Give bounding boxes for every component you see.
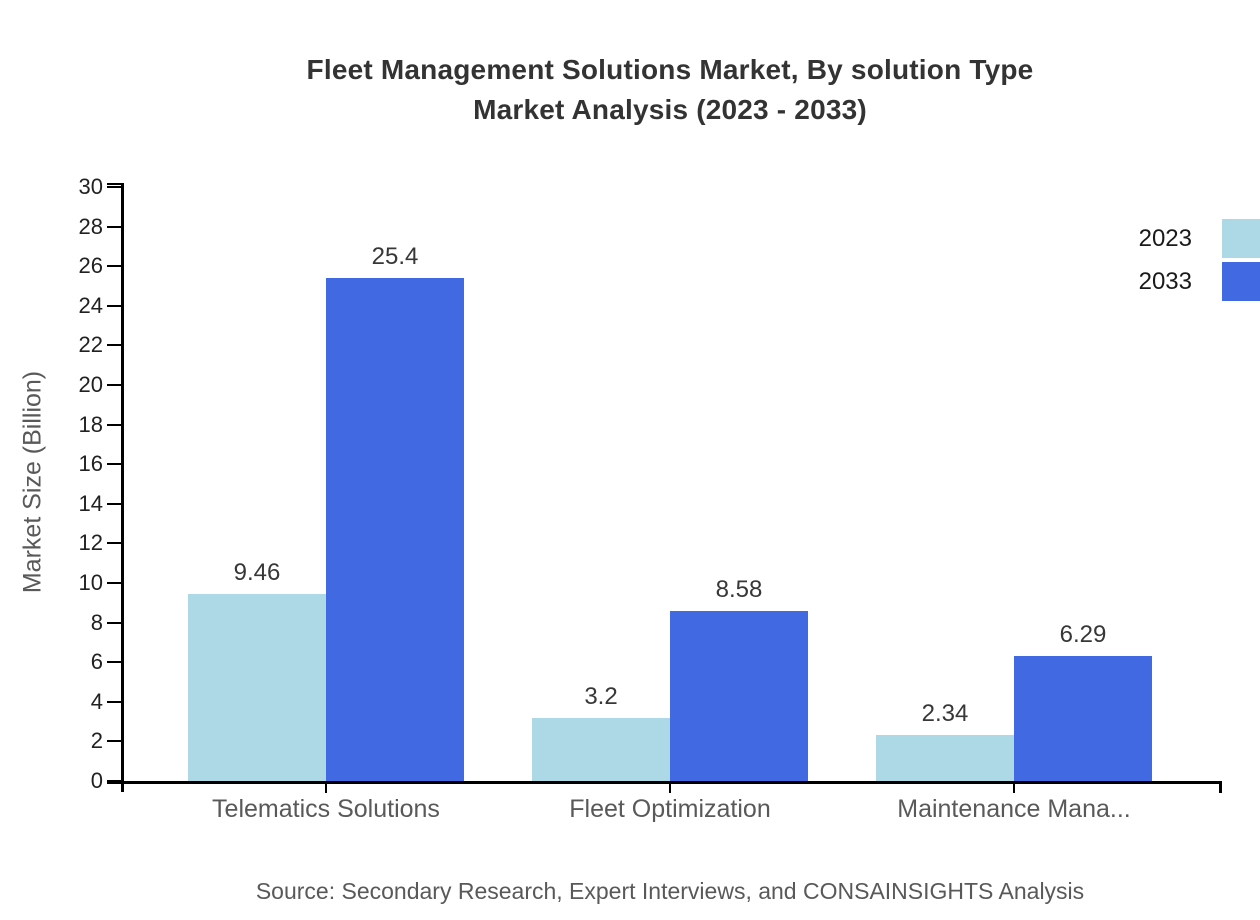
legend-swatch-2023-icon bbox=[1222, 219, 1260, 258]
chart-title-line1: Fleet Management Solutions Market, By so… bbox=[306, 54, 1034, 85]
y-tick-label-28: 28 bbox=[78, 214, 103, 239]
legend-item-2023: 2023 bbox=[1139, 219, 1260, 258]
y-tick-label-6: 6 bbox=[90, 649, 103, 674]
bar-2023-0 bbox=[188, 594, 326, 781]
category-tick-0 bbox=[325, 781, 327, 793]
y-tick-label-16: 16 bbox=[78, 451, 103, 476]
value-label-2033-1: 8.58 bbox=[715, 576, 763, 603]
y-axis-top-cap bbox=[107, 183, 121, 185]
category-tick-1 bbox=[669, 781, 671, 793]
y-tick-label-8: 8 bbox=[90, 610, 103, 635]
y-tick-2 bbox=[107, 740, 121, 742]
y-tick-30 bbox=[107, 186, 121, 188]
y-tick-label-12: 12 bbox=[78, 530, 103, 555]
y-tick-16 bbox=[107, 463, 121, 465]
y-tick-8 bbox=[107, 622, 121, 624]
value-label-2023-1: 3.2 bbox=[584, 683, 618, 710]
value-label-2023-2: 2.34 bbox=[921, 700, 969, 727]
y-tick-label-0: 0 bbox=[90, 768, 103, 793]
bar-2033-2 bbox=[1014, 656, 1152, 781]
bar-2033-0 bbox=[326, 278, 464, 781]
y-tick-0 bbox=[107, 780, 121, 782]
value-label-2023-0: 9.46 bbox=[233, 559, 281, 586]
legend: 2023 2033 bbox=[1139, 219, 1260, 301]
legend-label-2023: 2023 bbox=[1138, 224, 1192, 252]
bar-2023-1 bbox=[532, 718, 670, 781]
y-tick-4 bbox=[107, 701, 121, 703]
value-label-2033-0: 25.4 bbox=[371, 243, 419, 270]
y-tick-24 bbox=[107, 305, 121, 307]
source-note: Source: Secondary Research, Expert Inter… bbox=[255, 878, 1085, 904]
y-tick-label-22: 22 bbox=[78, 332, 103, 357]
y-tick-label-20: 20 bbox=[78, 372, 103, 397]
y-tick-18 bbox=[107, 424, 121, 426]
chart-title-line2: Market Analysis (2023 - 2033) bbox=[473, 94, 867, 125]
y-axis-line bbox=[121, 183, 124, 792]
y-tick-26 bbox=[107, 265, 121, 267]
bar-2023-2 bbox=[876, 735, 1014, 781]
category-tick-2 bbox=[1013, 781, 1015, 793]
y-tick-20 bbox=[107, 384, 121, 386]
y-tick-6 bbox=[107, 661, 121, 663]
y-tick-28 bbox=[107, 226, 121, 228]
y-tick-label-10: 10 bbox=[78, 570, 103, 595]
x-axis-right-cap bbox=[1219, 781, 1222, 793]
value-label-2033-2: 6.29 bbox=[1059, 621, 1107, 648]
legend-swatch-2033-icon bbox=[1222, 262, 1260, 301]
y-tick-10 bbox=[107, 582, 121, 584]
y-tick-label-4: 4 bbox=[90, 689, 103, 714]
category-label-1: Fleet Optimization bbox=[569, 795, 771, 823]
y-tick-label-2: 2 bbox=[90, 728, 103, 753]
y-tick-12 bbox=[107, 542, 121, 544]
y-tick-label-14: 14 bbox=[78, 491, 103, 516]
y-tick-label-30: 30 bbox=[78, 174, 103, 199]
category-label-2: Maintenance Mana... bbox=[897, 795, 1131, 823]
x-axis-line bbox=[107, 781, 1222, 784]
bar-2033-1 bbox=[670, 611, 808, 781]
legend-item-2033: 2033 bbox=[1139, 262, 1260, 301]
y-tick-14 bbox=[107, 503, 121, 505]
y-tick-label-18: 18 bbox=[78, 412, 103, 437]
chart-title: Fleet Management Solutions Market, By so… bbox=[80, 50, 1260, 130]
y-tick-label-26: 26 bbox=[78, 253, 103, 278]
y-tick-22 bbox=[107, 344, 121, 346]
legend-label-2033: 2033 bbox=[1138, 267, 1192, 295]
category-label-0: Telematics Solutions bbox=[212, 795, 440, 823]
y-tick-label-24: 24 bbox=[78, 293, 103, 318]
